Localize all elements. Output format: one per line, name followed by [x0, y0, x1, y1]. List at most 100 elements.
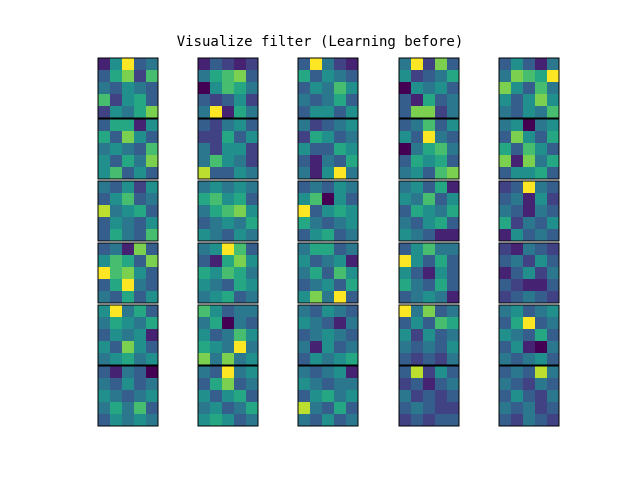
filter-30-cell [535, 366, 548, 379]
filter-3-cell [346, 106, 359, 119]
filter-15-cell [499, 193, 512, 206]
filter-15-cell [511, 217, 524, 230]
filter-13-cell [334, 181, 347, 194]
filter-12-cell [222, 229, 235, 242]
filter-19-cell [411, 279, 424, 292]
filter-1-cell [98, 82, 111, 95]
filter-23-cell [298, 353, 311, 366]
filter-27-frame [197, 365, 259, 427]
filter-5-cell [523, 94, 536, 107]
filter-12-cell [234, 181, 247, 194]
filter-4-cell [423, 82, 436, 95]
filter-9-cell [411, 167, 424, 180]
filter-2-cell [222, 94, 235, 107]
filter-21-cell [134, 341, 147, 354]
filter-15-cell [523, 181, 536, 194]
filter-28-cell [310, 390, 323, 403]
filter-30-cell [499, 414, 512, 427]
filter-3-cell [310, 106, 323, 119]
filter-12-cell [234, 193, 247, 206]
filter-9-cell [399, 119, 412, 132]
filter-30-cell [511, 402, 524, 415]
filter-1-cell [146, 58, 159, 71]
filter-15-cell [535, 181, 548, 194]
filter-13 [297, 180, 359, 242]
filter-19-cell [399, 255, 412, 268]
filter-5-cell [535, 70, 548, 83]
filter-20-cell [499, 243, 512, 256]
filter-24-cell [411, 353, 424, 366]
filter-11-cell [122, 205, 135, 218]
filter-20-cell [511, 279, 524, 292]
filter-13-cell [322, 217, 335, 230]
filter-16-cell [98, 243, 111, 256]
filter-3-cell [322, 94, 335, 107]
filter-11-frame [97, 180, 159, 242]
filter-8-cell [298, 119, 311, 132]
filter-27-cell [222, 390, 235, 403]
filter-20-cell [535, 291, 548, 304]
filter-3-cell [346, 58, 359, 71]
filter-3-cell [310, 82, 323, 95]
filter-28-cell [298, 414, 311, 427]
filter-11-cell [134, 193, 147, 206]
filter-6-cell [146, 143, 159, 156]
filter-30-cell [523, 366, 536, 379]
filter-4-cell [399, 106, 412, 119]
filter-6-cell [98, 119, 111, 132]
filter-7-cell [198, 143, 211, 156]
filter-20-cell [535, 255, 548, 268]
filter-16-cell [146, 267, 159, 280]
filter-5-cell [499, 82, 512, 95]
filter-23-cell [334, 353, 347, 366]
filter-20-cell [523, 243, 536, 256]
filter-20-cell [547, 279, 560, 292]
filter-26-cell [98, 378, 111, 391]
filter-3-cell [298, 70, 311, 83]
filter-3-cell [334, 106, 347, 119]
filter-11-cell [134, 181, 147, 194]
filter-10-cell [523, 155, 536, 168]
filter-27-cell [234, 366, 247, 379]
filter-16-cell [98, 255, 111, 268]
filter-6-cell [122, 143, 135, 156]
filter-7-cell [234, 155, 247, 168]
filter-10-cell [511, 143, 524, 156]
filter-30-cell [511, 414, 524, 427]
filter-18-cell [310, 279, 323, 292]
filter-26-cell [110, 366, 123, 379]
filter-24-cell [423, 329, 436, 342]
filter-7-cell [222, 143, 235, 156]
filter-26-cell [110, 378, 123, 391]
filter-9-cell [435, 131, 448, 144]
filter-11-cell [110, 217, 123, 230]
filter-1-cell [134, 58, 147, 71]
filter-30-cell [523, 414, 536, 427]
filter-27-cell [246, 390, 259, 403]
filter-29-cell [447, 402, 460, 415]
filter-30 [498, 365, 560, 427]
filter-18-cell [334, 267, 347, 280]
filter-23-cell [334, 329, 347, 342]
filter-25-cell [523, 305, 536, 318]
filter-1-cell [146, 94, 159, 107]
filter-13-cell [322, 193, 335, 206]
filter-15-cell [547, 205, 560, 218]
filter-9-cell [423, 119, 436, 132]
filter-6-cell [110, 131, 123, 144]
filter-16-cell [134, 291, 147, 304]
filter-11-cell [110, 229, 123, 242]
filter-19-cell [423, 267, 436, 280]
filter-8-cell [310, 131, 323, 144]
filter-20-cell [547, 291, 560, 304]
filter-9-cell [411, 143, 424, 156]
filter-14-cell [447, 181, 460, 194]
filter-29-cell [447, 390, 460, 403]
filter-2-cell [210, 58, 223, 71]
filter-26-cell [134, 414, 147, 427]
filter-18-cell [346, 279, 359, 292]
filter-26-cell [122, 402, 135, 415]
filter-9-cell [435, 119, 448, 132]
filter-3-cell [334, 70, 347, 83]
filter-17 [197, 242, 259, 304]
